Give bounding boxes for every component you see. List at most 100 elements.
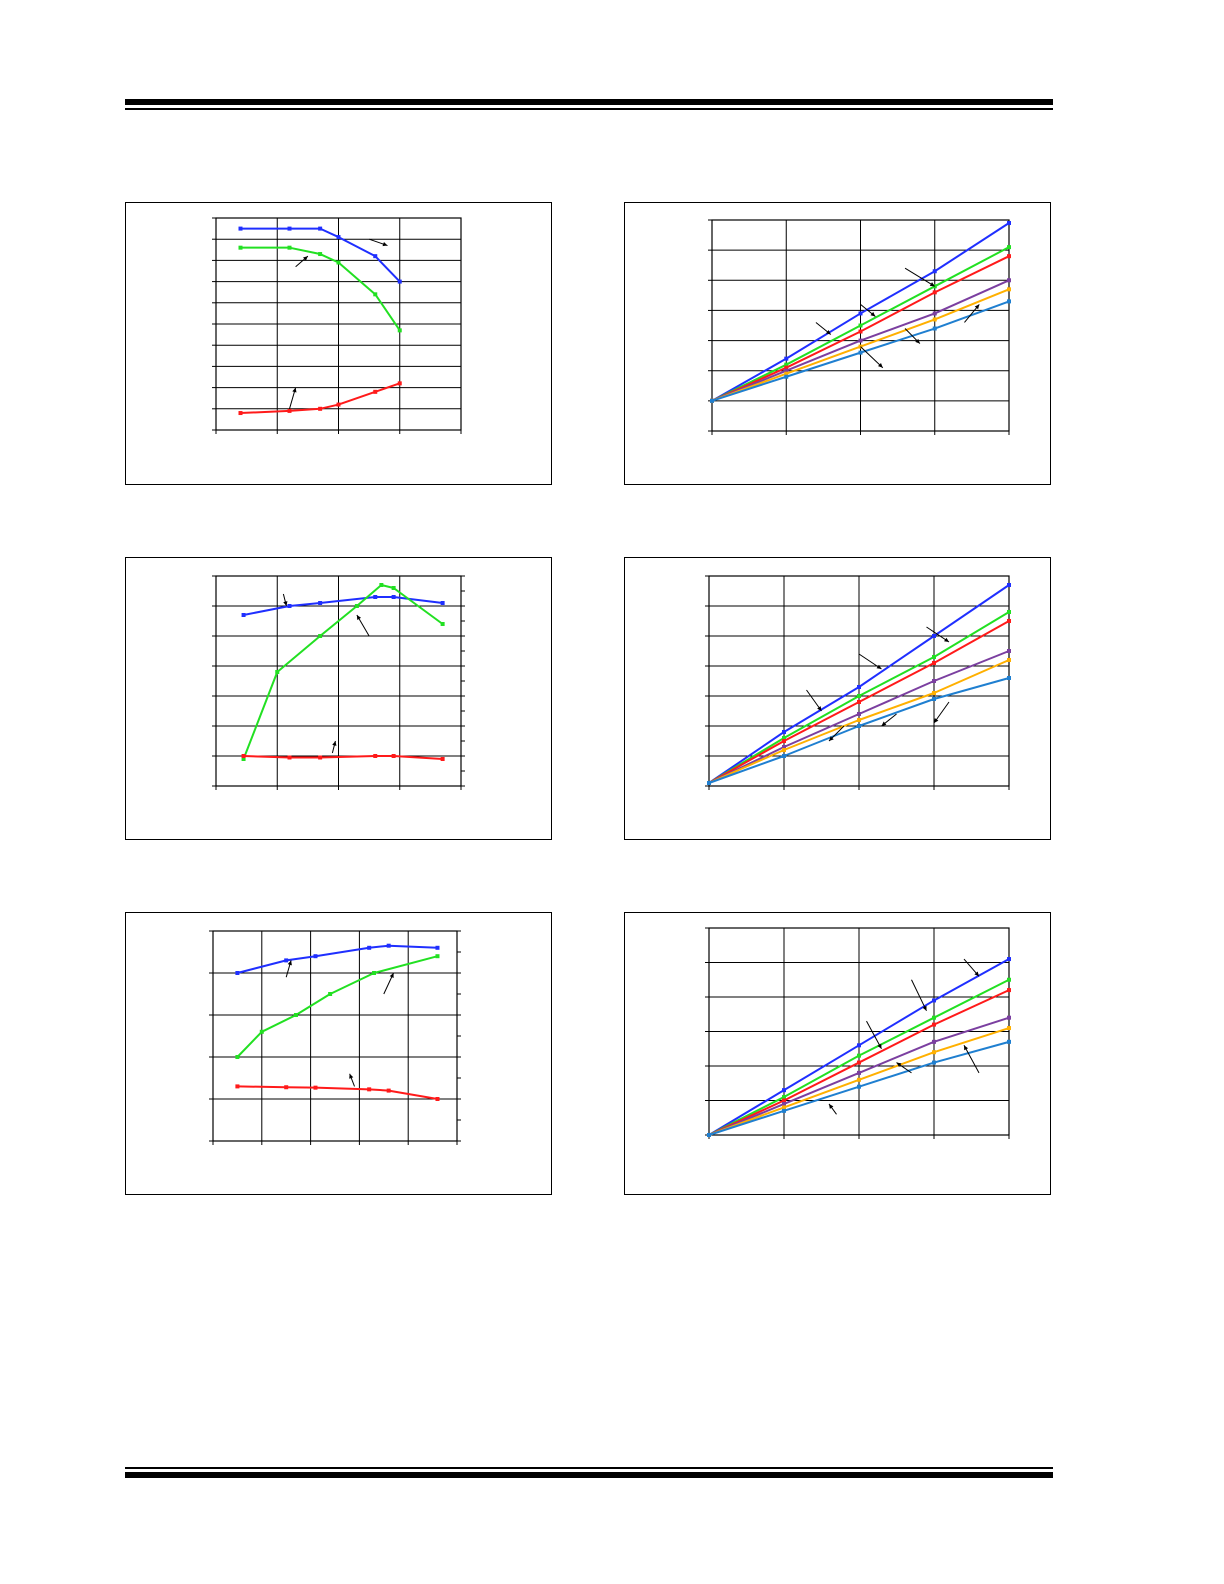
data-point <box>932 1022 936 1027</box>
chart-svg-2 <box>708 219 1011 435</box>
data-point <box>782 1095 786 1100</box>
data-point <box>259 1029 264 1034</box>
data-point <box>932 634 936 638</box>
data-point <box>784 365 789 370</box>
data-point <box>287 226 292 231</box>
annotation-arrowhead <box>356 615 362 620</box>
data-point <box>857 1043 861 1048</box>
data-point <box>435 954 440 959</box>
annotation-arrowhead <box>878 363 883 368</box>
data-point <box>241 757 246 761</box>
chart-svg-1 <box>212 217 462 434</box>
footer-rule-thin <box>125 1467 1053 1469</box>
chart-panel-6 <box>624 912 1051 1195</box>
data-point <box>857 700 861 704</box>
data-point <box>707 1133 711 1137</box>
data-point <box>782 1105 786 1110</box>
data-point <box>386 1088 391 1093</box>
chart-svg-6 <box>705 927 1011 1139</box>
chart-svg-4 <box>705 575 1011 790</box>
data-point <box>858 323 863 328</box>
data-point <box>784 371 789 376</box>
data-point <box>1007 649 1011 653</box>
data-point <box>932 326 937 331</box>
data-point <box>1007 583 1011 587</box>
chart-svg-3 <box>212 575 465 790</box>
annotation-arrowhead <box>292 387 297 393</box>
data-point <box>932 311 937 316</box>
data-point <box>287 755 292 760</box>
data-point <box>318 226 323 231</box>
data-point <box>932 317 937 322</box>
data-point <box>857 1060 861 1065</box>
data-point <box>328 992 333 996</box>
data-point <box>784 368 789 373</box>
data-point <box>932 998 936 1003</box>
annotation-arrowhead <box>964 1045 969 1051</box>
data-point <box>932 1050 936 1055</box>
data-point <box>293 1013 298 1017</box>
data-point <box>440 601 445 605</box>
data-point <box>932 679 936 683</box>
annotation-arrowhead <box>287 960 292 966</box>
data-point <box>440 622 445 626</box>
data-point <box>932 290 937 295</box>
annotation-arrowhead <box>974 304 980 310</box>
data-point <box>373 389 378 394</box>
annotation-arrowhead <box>303 256 308 261</box>
data-point <box>287 245 292 250</box>
data-point <box>1007 676 1011 680</box>
data-point <box>397 328 402 333</box>
annotation-arrowhead <box>829 1103 834 1109</box>
data-point <box>336 402 341 407</box>
annotation-arrowhead <box>881 721 887 726</box>
annotation-arrow <box>963 1045 980 1074</box>
data-point <box>235 1055 240 1059</box>
annotation-arrowhead <box>974 971 979 977</box>
footer-rule-thick <box>125 1472 1053 1478</box>
chart-panel-2 <box>624 202 1051 485</box>
data-point <box>857 712 861 716</box>
data-point <box>784 374 789 379</box>
data-point <box>435 1097 440 1101</box>
data-point <box>336 260 341 265</box>
header-rule-thin <box>125 108 1053 110</box>
data-point <box>238 245 243 250</box>
annotation-arrow <box>866 1020 882 1049</box>
data-point <box>932 1060 936 1065</box>
data-point <box>1007 1026 1011 1031</box>
data-point <box>857 1084 861 1089</box>
annotation-arrowhead <box>877 1043 882 1049</box>
data-point <box>782 1088 786 1093</box>
data-point <box>932 269 937 274</box>
annotation-arrowhead <box>876 664 882 669</box>
data-point <box>857 1077 861 1082</box>
data-point <box>782 748 786 752</box>
plot-area-border <box>212 930 458 1142</box>
data-point <box>391 595 396 599</box>
data-point <box>1007 278 1011 283</box>
data-point <box>238 226 243 231</box>
annotation-arrow <box>860 346 884 369</box>
data-point <box>784 362 789 367</box>
series-line-2 <box>240 246 401 331</box>
data-point <box>932 1015 936 1020</box>
data-point <box>440 757 445 761</box>
data-point <box>1007 957 1011 962</box>
data-point <box>1007 299 1011 304</box>
data-point <box>379 583 384 587</box>
data-point <box>397 381 402 386</box>
data-point <box>284 958 289 963</box>
series-line-3 <box>240 382 401 415</box>
data-point <box>782 754 786 758</box>
data-point <box>287 408 292 413</box>
data-point <box>354 604 359 608</box>
annotation-arrowhead <box>896 1062 902 1067</box>
data-point <box>857 1070 861 1075</box>
data-point <box>932 1039 936 1044</box>
data-point <box>241 613 246 617</box>
data-point <box>1007 658 1011 662</box>
annotation-arrow <box>858 653 882 670</box>
data-point <box>858 311 863 316</box>
header-rule-thick <box>125 99 1053 105</box>
